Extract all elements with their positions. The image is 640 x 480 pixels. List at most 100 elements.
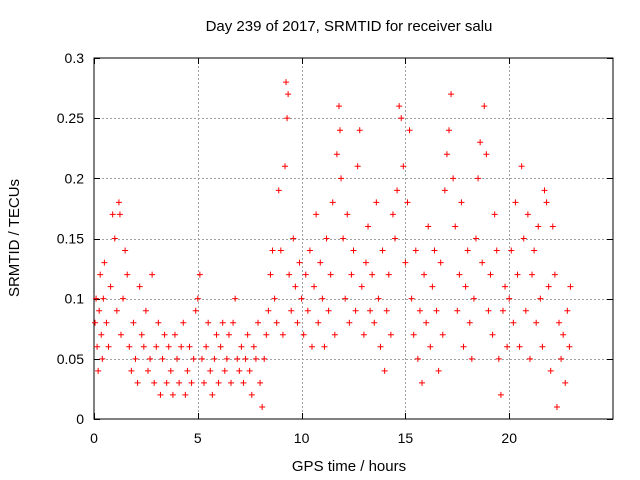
data-point xyxy=(423,319,430,326)
data-point xyxy=(352,307,359,314)
data-point xyxy=(529,271,536,278)
data-point xyxy=(547,367,554,374)
data-point xyxy=(412,247,419,254)
data-point xyxy=(308,343,315,350)
data-point xyxy=(516,343,523,350)
data-point xyxy=(450,175,457,182)
x-tick-label: 20 xyxy=(501,430,517,446)
data-point xyxy=(427,343,434,350)
y-tick-label: 0.05 xyxy=(57,351,84,367)
data-point xyxy=(535,223,542,230)
data-point xyxy=(161,331,168,338)
data-point xyxy=(232,295,239,302)
data-point xyxy=(389,211,396,218)
data-point xyxy=(126,343,133,350)
data-point xyxy=(479,259,486,266)
data-point xyxy=(520,235,527,242)
data-point xyxy=(406,127,413,134)
data-point xyxy=(454,307,461,314)
data-point xyxy=(250,343,257,350)
y-tick-label: 0.2 xyxy=(65,170,85,186)
data-point xyxy=(358,283,365,290)
data-point xyxy=(433,307,440,314)
data-point xyxy=(448,91,455,98)
data-point xyxy=(240,379,247,386)
data-point xyxy=(416,307,423,314)
data-point xyxy=(365,223,372,230)
data-point xyxy=(96,307,103,314)
data-point xyxy=(283,79,290,86)
data-point xyxy=(101,259,108,266)
data-point xyxy=(225,331,232,338)
data-point xyxy=(269,247,276,254)
data-point xyxy=(367,307,374,314)
data-point xyxy=(267,271,274,278)
data-point xyxy=(317,259,324,266)
data-point xyxy=(458,199,465,206)
data-point xyxy=(134,379,141,386)
data-point xyxy=(508,247,515,254)
data-point xyxy=(113,307,120,314)
data-point xyxy=(236,367,243,374)
data-point xyxy=(402,259,409,266)
data-point xyxy=(551,271,558,278)
data-point xyxy=(396,103,403,110)
data-point xyxy=(379,247,386,254)
data-point xyxy=(323,235,330,242)
data-point xyxy=(400,163,407,170)
data-point xyxy=(472,235,479,242)
data-point xyxy=(279,331,286,338)
data-point xyxy=(292,283,299,290)
data-point xyxy=(497,391,504,398)
data-point xyxy=(147,355,154,362)
data-point xyxy=(116,211,123,218)
data-point xyxy=(321,343,328,350)
data-point xyxy=(211,355,218,362)
data-point xyxy=(404,199,411,206)
data-point xyxy=(518,163,525,170)
data-point xyxy=(475,175,482,182)
data-point xyxy=(435,367,442,374)
data-point xyxy=(489,331,496,338)
data-point xyxy=(502,283,509,290)
data-point xyxy=(425,223,432,230)
y-tick-label: 0.25 xyxy=(57,110,84,126)
data-point xyxy=(524,211,531,218)
data-point xyxy=(163,379,170,386)
data-point xyxy=(205,319,212,326)
data-point xyxy=(510,319,517,326)
data-point xyxy=(387,331,394,338)
data-point xyxy=(541,187,548,194)
data-point xyxy=(178,343,185,350)
data-point xyxy=(437,259,444,266)
axis-ticks: 0 5 10 15 20 0 0.05 0.1 0.15 0.2 0.25 0.3 xyxy=(57,50,613,446)
x-tick-label: 10 xyxy=(294,430,310,446)
data-point xyxy=(429,283,436,290)
data-point xyxy=(259,403,266,410)
data-point xyxy=(445,127,452,134)
data-point xyxy=(537,295,544,302)
data-point xyxy=(103,319,110,326)
data-point xyxy=(567,283,574,290)
data-point xyxy=(356,127,363,134)
data-point xyxy=(460,343,467,350)
data-point xyxy=(153,343,160,350)
data-point xyxy=(93,295,100,302)
data-point xyxy=(95,367,102,374)
chart-title: Day 239 of 2017, SRMTID for receiver sal… xyxy=(206,18,493,35)
data-point xyxy=(348,271,355,278)
data-point xyxy=(512,199,519,206)
data-point xyxy=(97,271,104,278)
data-point xyxy=(421,271,428,278)
x-tick-label: 5 xyxy=(194,430,202,446)
data-point xyxy=(281,163,288,170)
data-point xyxy=(533,319,540,326)
data-point xyxy=(94,343,101,350)
data-point xyxy=(329,199,336,206)
data-point xyxy=(506,295,513,302)
data-point xyxy=(277,247,284,254)
data-point xyxy=(151,379,158,386)
data-point xyxy=(483,151,490,158)
data-point xyxy=(342,295,349,302)
data-point xyxy=(142,307,149,314)
